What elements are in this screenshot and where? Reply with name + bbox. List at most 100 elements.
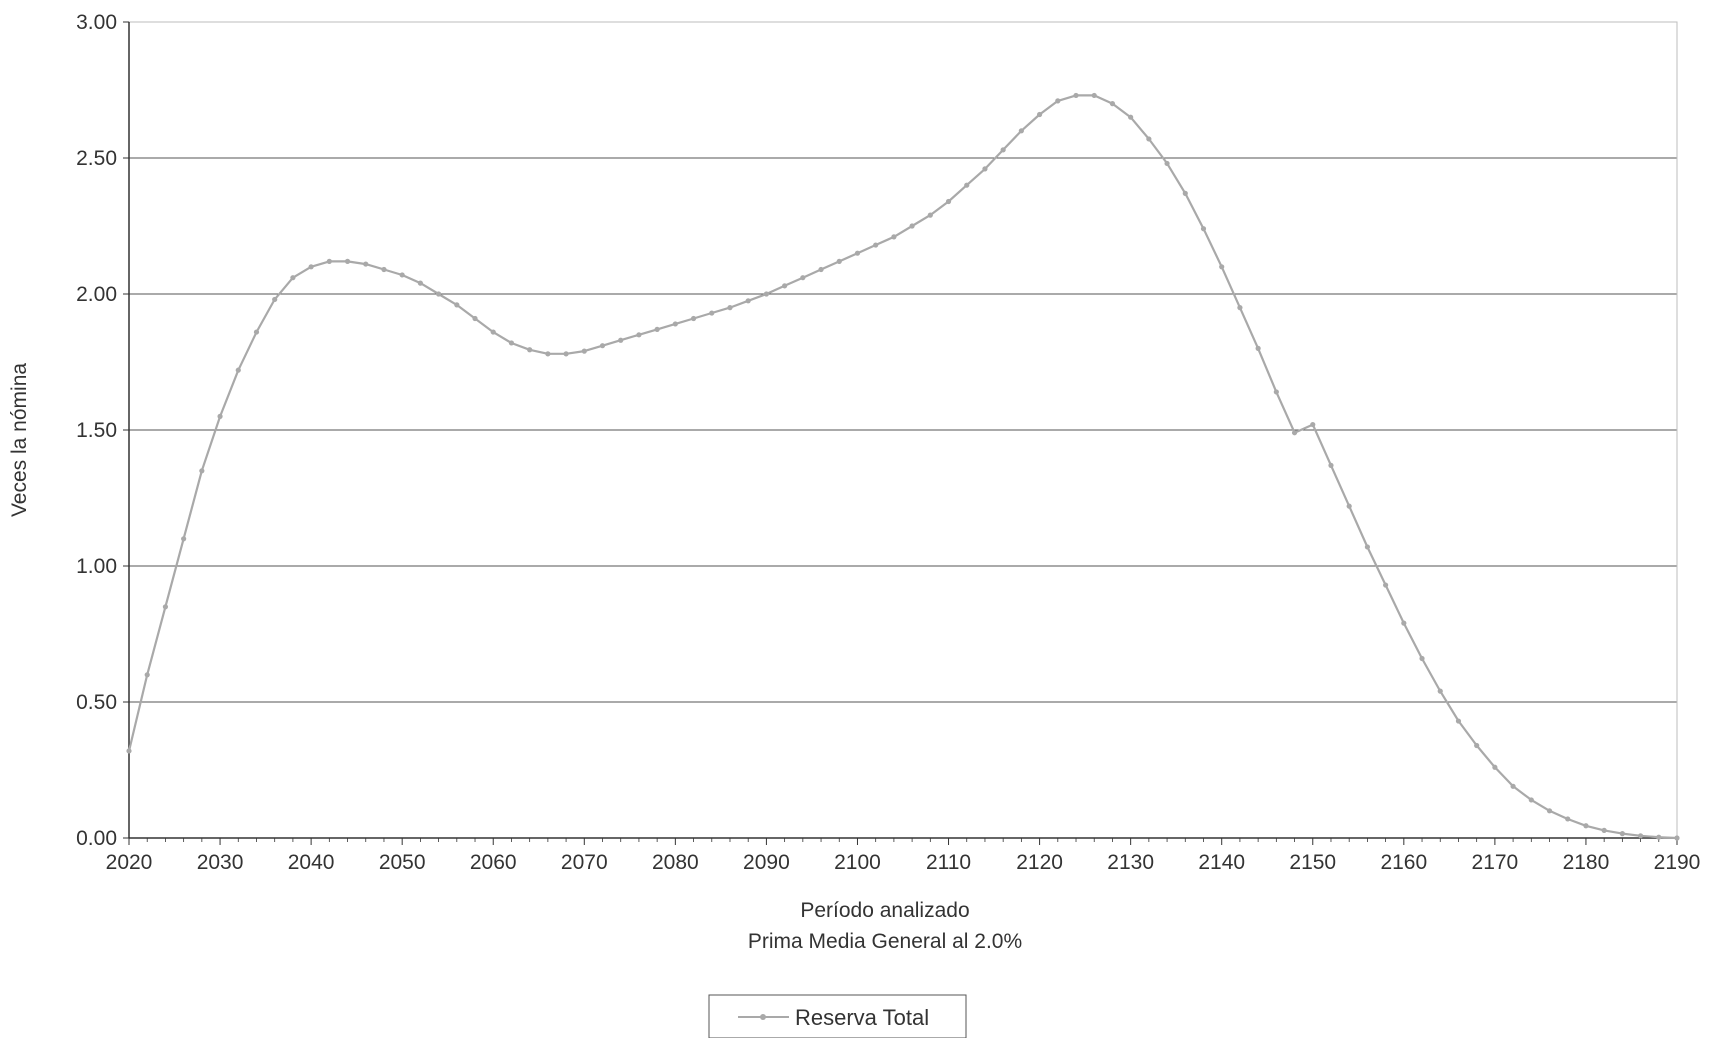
data-point [836,258,842,264]
x-tick-label: 2090 [743,851,790,874]
x-tick-label: 2030 [197,851,244,874]
data-point [1474,742,1480,749]
data-point [508,340,515,346]
data-point [144,672,150,678]
data-point [1328,462,1334,468]
data-point [618,337,624,343]
data-point [1437,688,1443,694]
data-point [1510,783,1516,789]
data-point [308,264,314,270]
x-tick-label: 2100 [834,851,881,874]
data-point [253,329,260,335]
data-point [545,351,551,357]
data-point [527,347,533,353]
data-point [1583,823,1589,829]
data-point [235,367,241,373]
data-point [945,198,952,205]
y-tick-label: 1.50 [76,419,117,442]
data-point [490,329,496,335]
x-tick-label: 2020 [106,851,153,874]
data-point [1273,389,1279,395]
x-tick-label: 2140 [1198,851,1245,874]
data-point [1364,544,1370,550]
data-point [873,242,879,248]
data-point [1346,503,1352,509]
data-point [1383,582,1389,588]
data-point [636,332,642,338]
data-point [162,604,169,610]
data-point [654,326,660,332]
data-point [472,315,478,322]
data-point [800,275,806,281]
legend-label: Reserva Total [795,1005,929,1030]
data-point [982,166,988,172]
y-axis-title: Veces la nómina [8,363,31,517]
data-point [1091,92,1097,99]
series-layer [126,92,1680,841]
data-point [126,748,132,754]
x-axis-tick-labels: 2020 2030 2040 2050 2060 2070 2080 2090 2100 2110… [106,838,1701,874]
x-tick-label: 2130 [1107,851,1154,874]
data-point [1656,834,1662,840]
data-point [363,261,369,267]
data-point [1182,190,1188,196]
data-point [1128,114,1134,120]
x-axis-subtitle: Prima Media General al 2.0% [748,930,1022,953]
legend: Reserva Total [708,994,967,1038]
x-tick-label: 2150 [1289,851,1336,874]
data-point [1674,835,1680,841]
y-tick-label: 0.50 [76,691,117,714]
data-point [1255,345,1261,351]
x-tick-label: 2040 [288,851,335,874]
data-point [581,348,587,354]
data-point [1200,226,1207,232]
data-point [399,272,405,278]
data-point [1146,136,1152,142]
series-line-reserva-total [127,94,1678,840]
data-point [1455,718,1462,724]
data-point [326,258,332,264]
gridlines [129,157,1677,703]
y-tick-label: 0.00 [76,827,117,850]
x-tick-label: 2190 [1654,851,1701,874]
data-point [818,266,824,273]
data-point [1164,160,1170,167]
data-point [1601,827,1607,833]
x-tick-label: 2160 [1380,851,1427,874]
data-point [181,536,187,542]
data-point [1637,833,1644,839]
data-point [1109,101,1116,107]
data-point [1036,111,1043,118]
data-point [709,310,715,316]
data-point [1492,764,1498,770]
data-point [436,291,442,297]
data-point [272,296,278,303]
data-point [199,468,205,474]
data-point [344,258,351,264]
data-point [1073,92,1079,99]
x-tick-label: 2170 [1472,851,1519,874]
data-point [891,234,897,240]
data-point [1528,797,1534,803]
data-point [454,302,460,308]
data-point [417,280,423,286]
data-point [854,250,861,256]
x-tick-label: 2070 [561,851,608,874]
data-point [290,275,296,281]
data-point [909,223,915,229]
data-point [964,182,970,188]
x-tick-label: 2110 [926,851,971,874]
data-point [1055,98,1061,104]
data-point [1237,305,1243,311]
y-tick-label: 2.00 [76,283,117,306]
data-point [1219,264,1225,270]
x-tick-label: 2180 [1563,851,1610,874]
data-point [1000,147,1006,153]
data-point [1310,421,1316,428]
x-tick-label: 2050 [379,851,426,874]
y-tick-label: 3.00 [76,11,117,34]
data-point [1419,655,1425,662]
data-point [217,413,223,419]
legend-swatch-marker [760,1014,766,1020]
